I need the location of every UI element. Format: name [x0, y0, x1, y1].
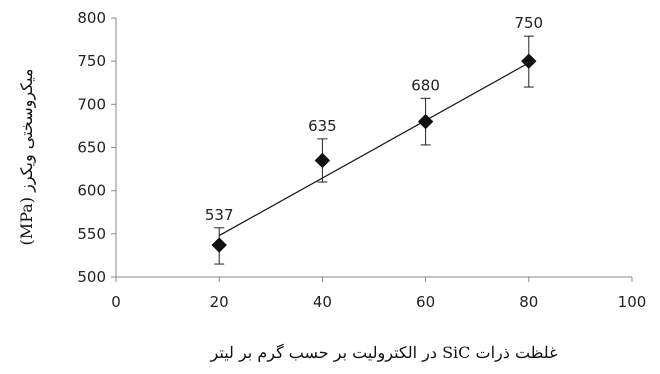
x-axis-title: غلظت ذرات SiC در الکترولیت بر حسب گرم بر… — [210, 343, 558, 362]
trendline — [218, 62, 530, 237]
y-axis-title: میکروسختی ویکرز (MPa) — [17, 69, 36, 246]
y-tick-label: 650 — [77, 139, 106, 157]
y-tick-label: 600 — [77, 182, 106, 200]
data-label: 635 — [308, 117, 337, 135]
data-point — [314, 152, 331, 169]
data-label: 750 — [514, 14, 543, 32]
x-tick-label: 0 — [111, 293, 121, 311]
x-tick-label: 60 — [416, 293, 435, 311]
data-point — [521, 53, 537, 69]
data-point — [417, 113, 434, 130]
x-tick-label: 100 — [618, 293, 647, 311]
data-label: 680 — [411, 76, 440, 94]
y-tick-label: 800 — [77, 9, 106, 27]
y-tick-label: 750 — [77, 52, 106, 70]
data-point — [211, 237, 227, 253]
y-tick-label: 700 — [77, 95, 106, 113]
x-tick-label: 40 — [313, 293, 332, 311]
y-tick-label: 550 — [77, 225, 106, 243]
x-tick-label: 20 — [210, 293, 229, 311]
y-tick-label: 500 — [77, 268, 106, 286]
data-label: 537 — [205, 206, 234, 224]
x-tick-label: 80 — [519, 293, 538, 311]
